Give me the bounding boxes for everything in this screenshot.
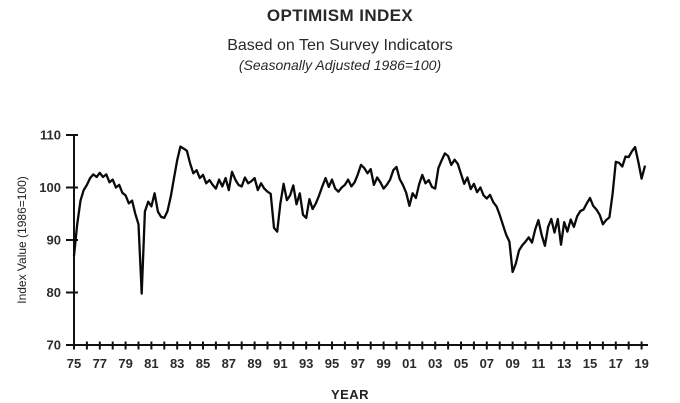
x-tick-label: 99	[376, 356, 390, 371]
x-tick-label: 77	[93, 356, 107, 371]
y-axis-title: Index Value (1986=100)	[15, 176, 29, 304]
x-tick-label: 91	[273, 356, 287, 371]
chart-subtitle: Based on Ten Survey Indicators	[227, 37, 453, 54]
x-tick-label: 89	[247, 356, 261, 371]
x-tick-label: 75	[67, 356, 81, 371]
x-tick-label: 93	[299, 356, 313, 371]
y-tick-label: 90	[47, 233, 61, 248]
chart-title: OPTIMISM INDEX	[266, 6, 414, 25]
x-tick-label: 17	[609, 356, 623, 371]
x-tick-label: 85	[196, 356, 210, 371]
x-tick-label: 19	[634, 356, 648, 371]
series-layer	[72, 145, 646, 295]
x-tick-label: 83	[170, 356, 184, 371]
x-tick-label: 81	[144, 356, 158, 371]
y-tick-label: 110	[40, 128, 61, 143]
axes	[66, 134, 648, 350]
x-tick-label: 79	[118, 356, 132, 371]
y-tick-label: 80	[47, 285, 61, 300]
x-tick-label: 87	[222, 356, 236, 371]
x-tick-label: 15	[583, 356, 597, 371]
chart-note: (Seasonally Adjusted 1986=100)	[238, 57, 442, 73]
x-tick-label: 03	[428, 356, 442, 371]
tick-labels: 110 100 90 80 70 75 77 79 81 83 85 87 89 91 93 95 97 99 01…	[39, 128, 649, 372]
x-tick-label: 01	[402, 356, 416, 371]
x-tick-label: 13	[557, 356, 571, 371]
y-tick-label: 100	[39, 180, 61, 195]
x-tick-label: 07	[480, 356, 494, 371]
x-tick-label: 05	[454, 356, 468, 371]
y-tick-label: 70	[47, 338, 61, 353]
x-tick-label: 95	[325, 356, 339, 371]
x-tick-label: 11	[532, 356, 546, 371]
x-tick-label: 97	[351, 356, 365, 371]
x-axis-title: YEAR	[331, 387, 369, 402]
x-tick-label: 09	[505, 356, 519, 371]
optimism-index-line	[72, 145, 646, 295]
